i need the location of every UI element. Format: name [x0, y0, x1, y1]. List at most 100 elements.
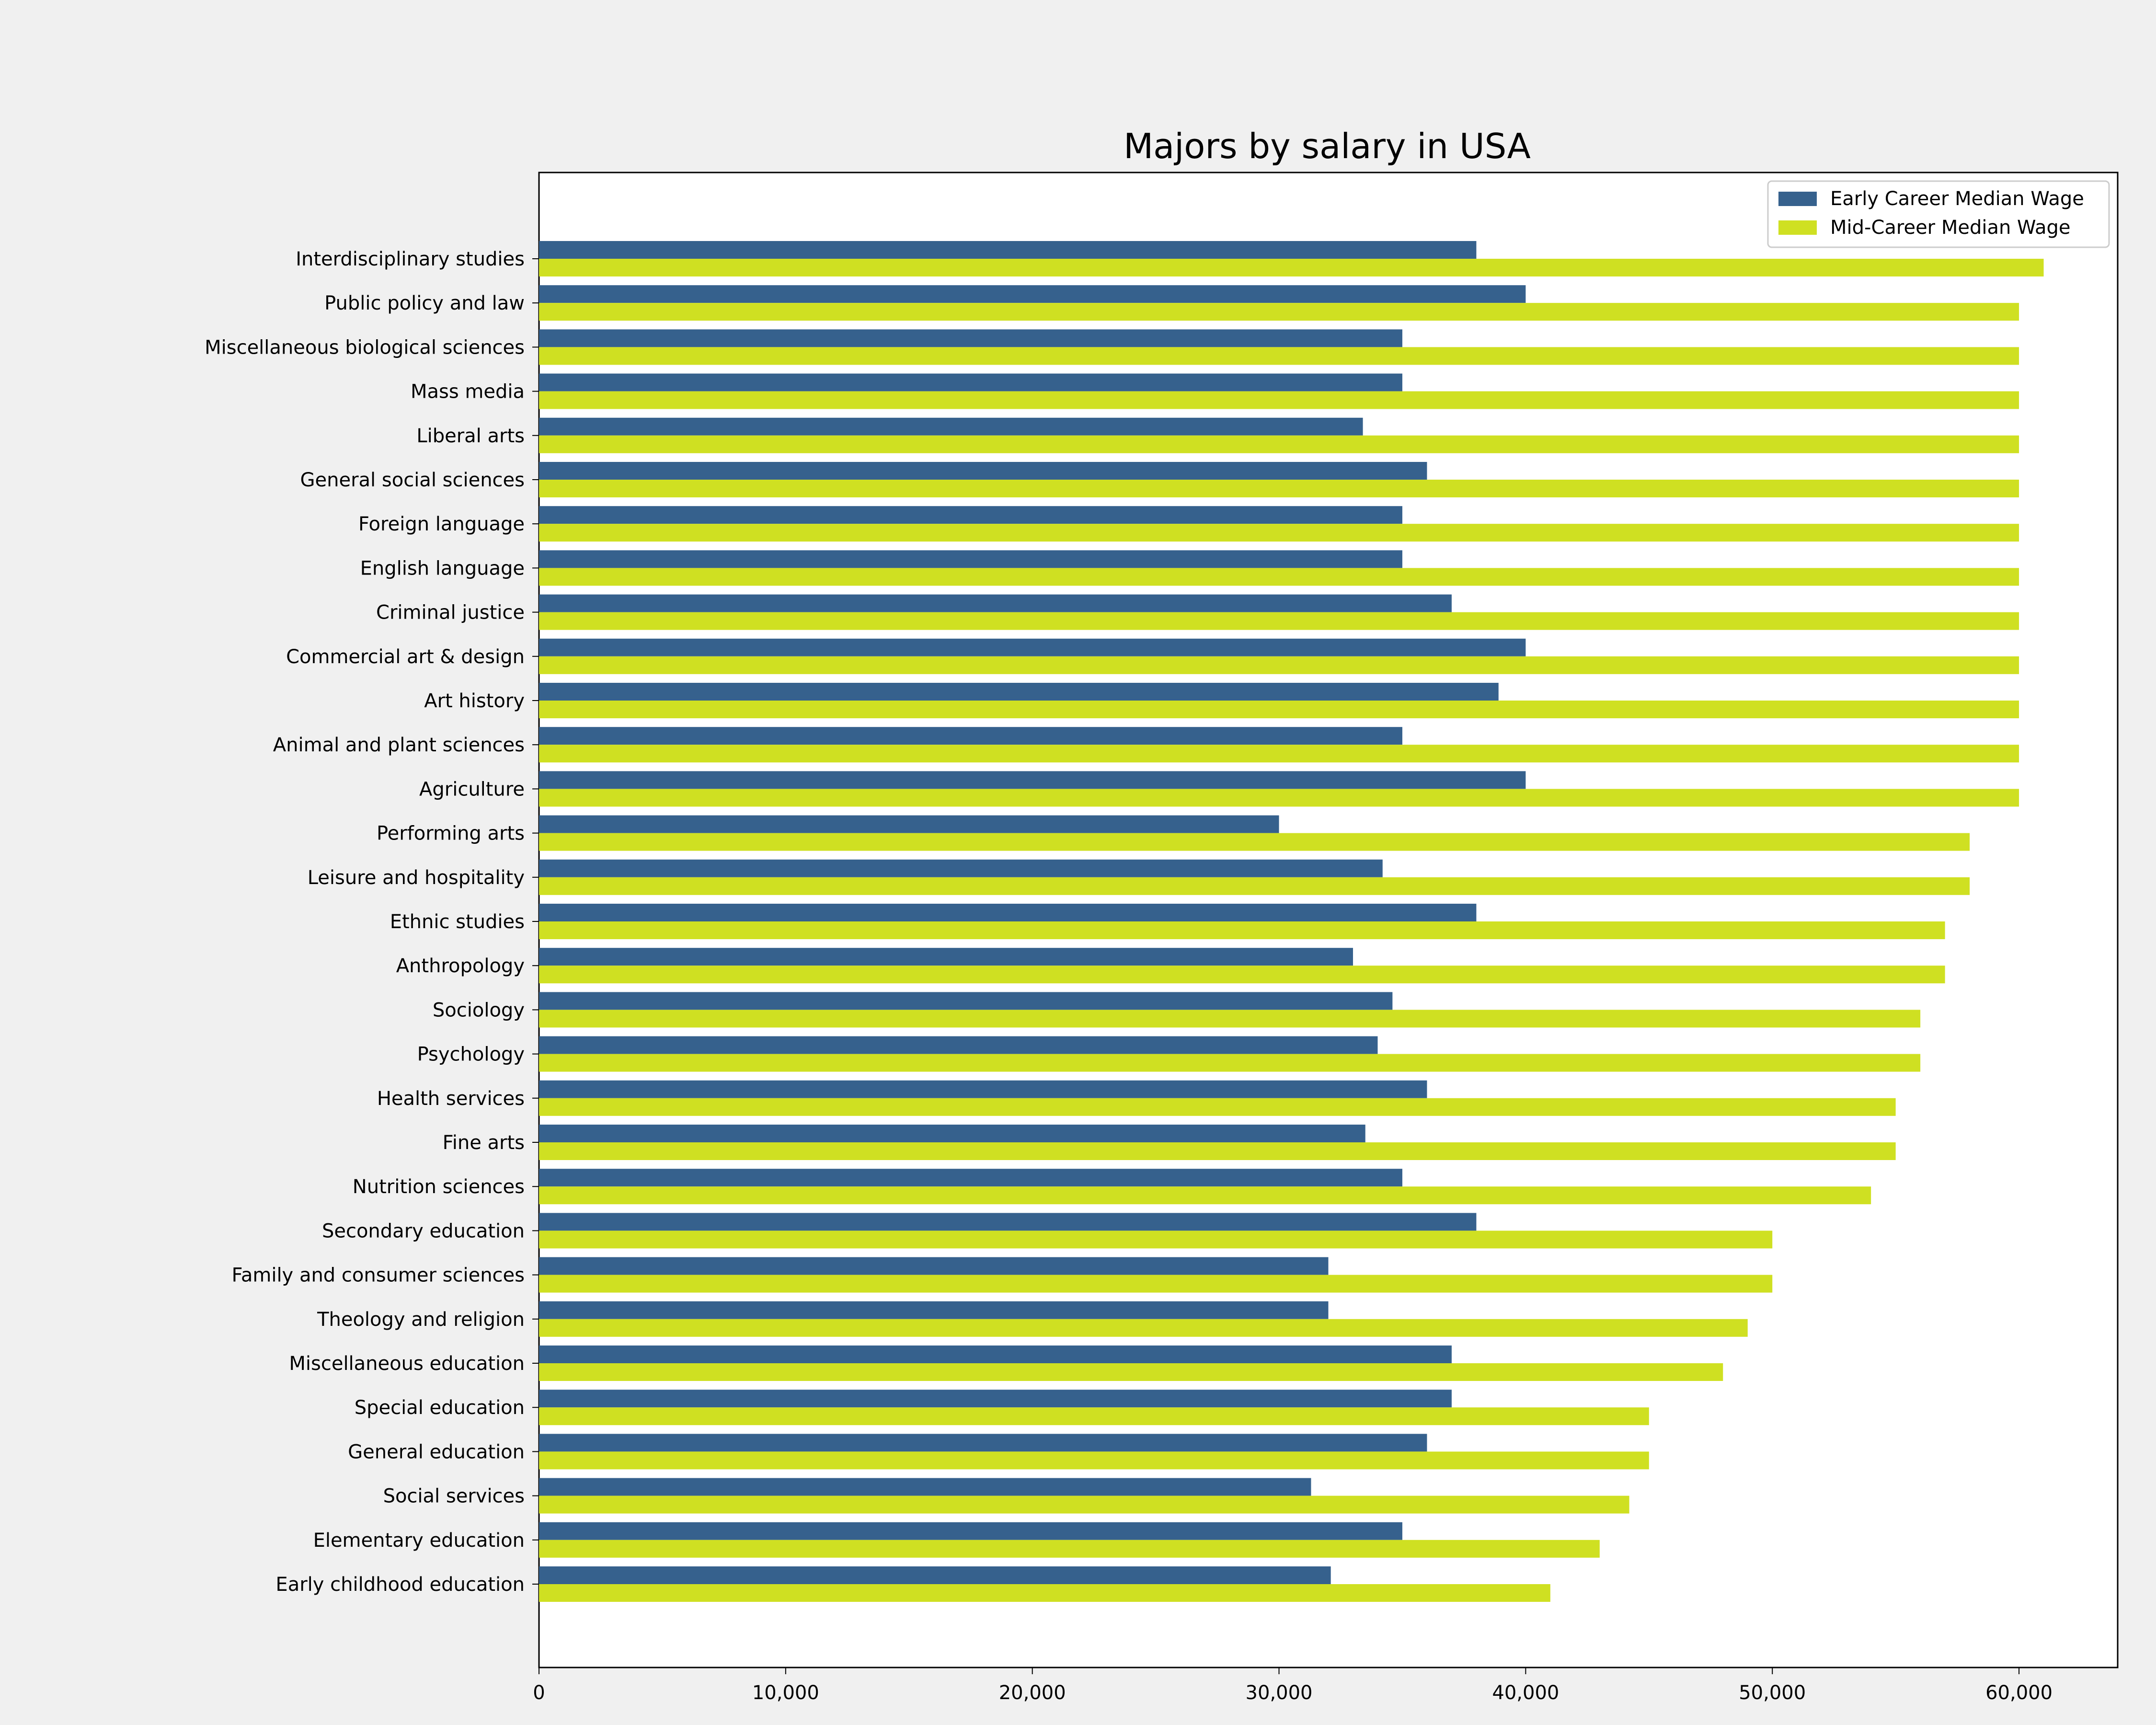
- category-label: Agriculture: [419, 778, 525, 800]
- chart-title: Majors by salary in USA: [1124, 126, 1531, 166]
- mid-career-bar-30: [539, 1584, 1550, 1602]
- category-label: Health services: [377, 1088, 525, 1110]
- early-career-bar-12: [539, 771, 1526, 789]
- early-career-bar-29: [539, 1522, 1402, 1540]
- x-tick-label: 30,000: [1246, 1682, 1313, 1704]
- mid-career-bar-8: [539, 612, 2019, 630]
- category-label: Art history: [424, 690, 525, 712]
- mid-career-bar-22: [539, 1230, 1773, 1249]
- category-label: Sociology: [433, 999, 525, 1021]
- mid-career-bar-10: [539, 701, 2019, 718]
- x-tick-label: 40,000: [1492, 1682, 1559, 1704]
- mid-career-bar-17: [539, 1010, 1921, 1028]
- early-career-bar-21: [539, 1169, 1402, 1187]
- mid-career-bar-1: [539, 303, 2019, 321]
- early-career-bar-22: [539, 1213, 1477, 1231]
- legend-label: Mid-Career Median Wage: [1830, 217, 2071, 239]
- early-career-bar-0: [539, 241, 1477, 259]
- early-career-bar-7: [539, 550, 1402, 568]
- early-career-bar-3: [539, 373, 1402, 391]
- category-label: Social services: [383, 1485, 525, 1507]
- mid-career-bar-29: [539, 1540, 1600, 1558]
- category-label: Miscellaneous education: [289, 1353, 525, 1375]
- early-career-bar-24: [539, 1301, 1329, 1319]
- early-career-bar-30: [539, 1566, 1331, 1584]
- mid-career-bar-20: [539, 1142, 1896, 1160]
- mid-career-bar-27: [539, 1451, 1649, 1470]
- early-career-bar-27: [539, 1434, 1427, 1452]
- mid-career-bar-4: [539, 435, 2019, 453]
- early-career-bar-2: [539, 329, 1402, 347]
- x-tick-label: 10,000: [752, 1682, 819, 1704]
- early-career-bar-6: [539, 506, 1402, 524]
- early-career-bar-11: [539, 727, 1402, 745]
- early-career-bar-25: [539, 1346, 1452, 1363]
- early-career-bar-8: [539, 594, 1452, 612]
- category-label: Psychology: [417, 1044, 525, 1066]
- early-career-bar-9: [539, 638, 1526, 656]
- early-career-bar-18: [539, 1036, 1378, 1054]
- early-career-bar-17: [539, 992, 1393, 1010]
- early-career-bar-26: [539, 1390, 1452, 1408]
- category-label: Secondary education: [322, 1220, 525, 1242]
- mid-career-bar-26: [539, 1407, 1649, 1426]
- x-axis: 0 10,000 20,000 30,000 40,000 50,000 60,000: [533, 1668, 2053, 1704]
- early-career-bar-14: [539, 859, 1383, 877]
- mid-career-bar-11: [539, 745, 2019, 763]
- category-labels: Interdisciplinary studies Public policy a…: [205, 248, 539, 1596]
- category-label: Ethnic studies: [390, 911, 525, 933]
- category-label: Early childhood education: [275, 1574, 525, 1596]
- mid-career-bar-24: [539, 1319, 1748, 1337]
- early-career-bar-16: [539, 948, 1353, 966]
- category-label: Performing arts: [377, 823, 525, 845]
- category-label: Family and consumer sciences: [232, 1265, 525, 1287]
- mid-career-bar-3: [539, 391, 2019, 409]
- mid-career-bar-14: [539, 877, 1970, 895]
- mid-career-bar-0: [539, 259, 2044, 276]
- category-label: Miscellaneous biological sciences: [205, 336, 525, 358]
- legend-swatch: [1778, 220, 1817, 235]
- mid-career-bar-9: [539, 656, 2019, 674]
- category-label: General social sciences: [300, 469, 525, 491]
- mid-career-bar-13: [539, 833, 1970, 851]
- early-career-bar-4: [539, 417, 1363, 436]
- early-career-bar-23: [539, 1257, 1329, 1275]
- category-label: Leisure and hospitality: [308, 867, 525, 889]
- category-label: Mass media: [411, 381, 525, 403]
- mid-career-bar-25: [539, 1363, 1723, 1381]
- legend-swatch: [1778, 192, 1817, 206]
- category-label: English language: [360, 557, 525, 579]
- category-label: Interdisciplinary studies: [296, 248, 525, 270]
- early-career-bar-1: [539, 285, 1526, 303]
- category-label: Anthropology: [396, 955, 525, 977]
- x-tick-label: 50,000: [1739, 1682, 1806, 1704]
- legend-box: [1767, 180, 2110, 248]
- early-career-bar-20: [539, 1125, 1365, 1142]
- mid-career-bar-21: [539, 1186, 1871, 1205]
- mid-career-bar-2: [539, 347, 2019, 365]
- category-label: Theology and religion: [317, 1309, 525, 1331]
- category-label: Animal and plant sciences: [273, 734, 525, 756]
- category-label: General education: [348, 1441, 525, 1463]
- early-career-bar-19: [539, 1080, 1427, 1098]
- category-label: Foreign language: [358, 513, 525, 535]
- category-label: Elementary education: [313, 1530, 525, 1552]
- early-career-bar-13: [539, 815, 1279, 833]
- mid-career-bar-23: [539, 1275, 1773, 1293]
- early-career-bar-5: [539, 462, 1427, 480]
- legend-label: Early Career Median Wage: [1830, 188, 2084, 210]
- category-label: Criminal justice: [376, 602, 525, 624]
- mid-career-bar-15: [539, 921, 1945, 939]
- x-tick-label: 60,000: [1985, 1682, 2053, 1704]
- mid-career-bar-7: [539, 568, 2019, 586]
- early-career-bar-15: [539, 904, 1477, 921]
- category-label: Commercial art & design: [286, 646, 525, 668]
- mid-career-bar-19: [539, 1098, 1896, 1116]
- legend: Early Career Median Wage Mid-Career Media…: [1767, 180, 2110, 248]
- early-career-bar-10: [539, 683, 1499, 701]
- mid-career-bar-16: [539, 966, 1945, 984]
- mid-career-bar-28: [539, 1495, 1629, 1514]
- mid-career-bar-18: [539, 1054, 1921, 1072]
- category-label: Fine arts: [443, 1132, 525, 1154]
